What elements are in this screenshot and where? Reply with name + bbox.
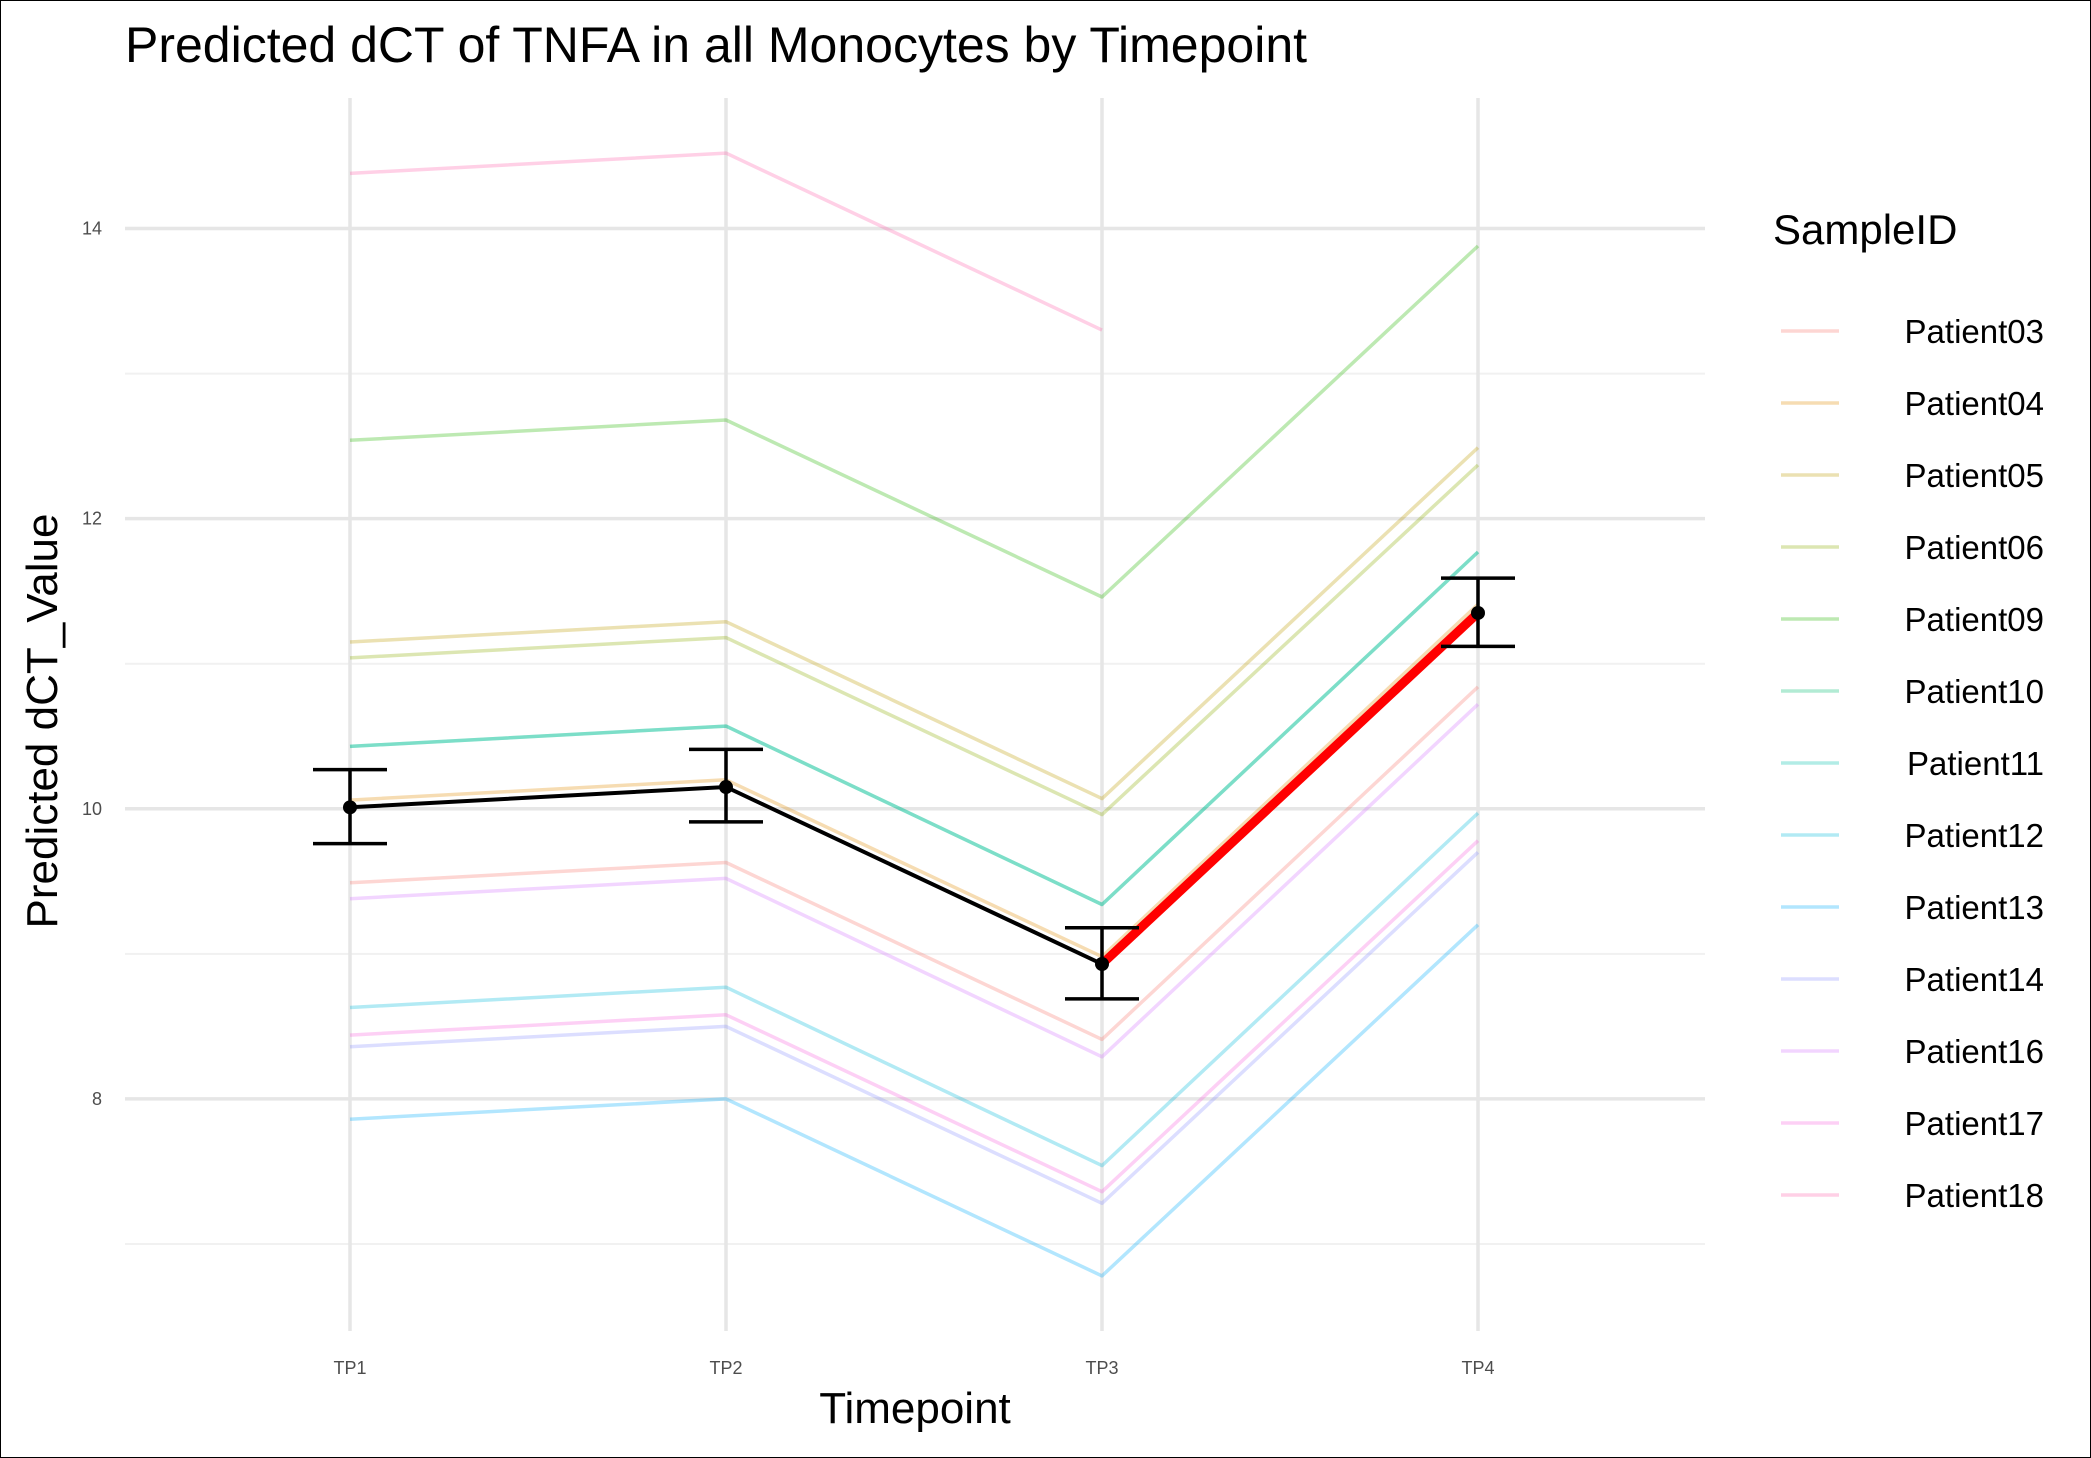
x-tick-label: TP3	[1085, 1358, 1118, 1378]
legend-label: Patient17	[1905, 1105, 2044, 1142]
series-line-patient16	[349, 703, 1480, 1059]
y-tick-label: 8	[92, 1089, 102, 1109]
legend-label: Patient06	[1905, 529, 2044, 566]
legend-item: Patient12	[1781, 817, 2044, 854]
legend-item: Patient11	[1781, 745, 2044, 782]
x-tick-label: TP2	[709, 1358, 742, 1378]
legend-label: Patient09	[1905, 601, 2044, 638]
series-line-patient10	[349, 550, 1480, 907]
patient-series-lines	[349, 151, 1480, 1278]
legend-label: Patient13	[1905, 889, 2044, 926]
y-axis-ticks: 8 10 12 14	[82, 219, 102, 1109]
y-tick-label: 12	[82, 509, 102, 529]
series-line-patient12	[349, 811, 1480, 1168]
legend-item: Patient17	[1781, 1105, 2044, 1142]
mean-point	[343, 800, 357, 815]
series-line-patient06	[349, 463, 1480, 817]
mean-point	[1471, 605, 1485, 620]
legend-label: Patient16	[1905, 1033, 2044, 1070]
legend-item: Patient13	[1781, 889, 2044, 926]
legend-item: Patient16	[1781, 1033, 2044, 1070]
legend: SampleID Patient03Patient04Patient05Pati…	[1773, 206, 2044, 1214]
chart-title: Predicted dCT of TNFA in all Monocytes b…	[125, 17, 1307, 73]
legend-label: Patient11	[1907, 745, 2044, 782]
mean-layer	[313, 576, 1515, 1001]
mean-line	[349, 611, 1480, 967]
legend-item: Patient14	[1781, 961, 2044, 998]
x-tick-label: TP4	[1461, 1358, 1494, 1378]
series-line-patient05	[349, 446, 1480, 801]
legend-title: SampleID	[1773, 206, 1957, 253]
series-line-patient17	[349, 839, 1480, 1194]
series-line-patient04	[349, 603, 1480, 959]
x-axis-title: Timepoint	[819, 1384, 1011, 1433]
legend-item: Patient06	[1781, 529, 2044, 566]
legend-item: Patient10	[1781, 673, 2044, 710]
legend-label: Patient05	[1905, 457, 2044, 494]
series-line-patient14	[349, 851, 1480, 1206]
series-line-patient03	[349, 685, 1480, 1042]
y-tick-label: 14	[82, 219, 102, 239]
legend-label: Patient10	[1905, 673, 2044, 710]
x-tick-label: TP1	[333, 1358, 366, 1378]
y-tick-label: 10	[82, 799, 102, 819]
series-line-patient11	[349, 550, 1480, 907]
series-line-patient13	[349, 923, 1480, 1278]
legend-item: Patient18	[1781, 1177, 2044, 1214]
legend-items: Patient03 Patient04 Patient05 Patient06 Pati…	[1781, 313, 2044, 1214]
legend-label: Patient18	[1905, 1177, 2044, 1214]
legend-label: Patient04	[1905, 385, 2044, 422]
legend-label: Patient12	[1905, 817, 2044, 854]
mean-point	[1095, 957, 1109, 972]
grid-lines	[125, 98, 1705, 1331]
series-line-patient09	[349, 244, 1480, 599]
legend-item: Patient04	[1781, 385, 2044, 422]
legend-item: Patient03	[1781, 313, 2044, 350]
mean-point	[719, 780, 733, 795]
legend-label: Patient03	[1905, 313, 2044, 350]
legend-item: Patient09	[1781, 601, 2044, 638]
legend-label: Patient14	[1905, 961, 2044, 998]
x-axis-ticks: TP1 TP2 TP3 TP4	[333, 1358, 1494, 1378]
highlight-segment	[1097, 608, 1483, 969]
y-axis-title: Predicted dCT_Value	[18, 514, 67, 929]
legend-item: Patient05	[1781, 457, 2044, 494]
series-line-patient18	[349, 151, 1103, 332]
